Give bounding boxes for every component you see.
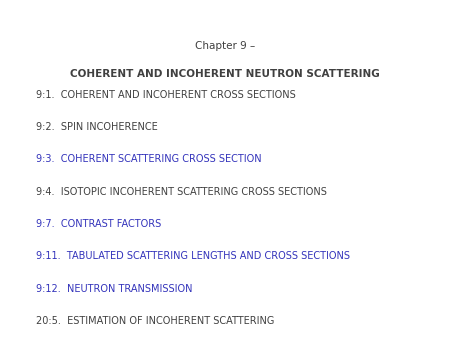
Text: 9:3.  COHERENT SCATTERING CROSS SECTION: 9:3. COHERENT SCATTERING CROSS SECTION [36,154,261,164]
Text: COHERENT AND INCOHERENT NEUTRON SCATTERING: COHERENT AND INCOHERENT NEUTRON SCATTERI… [70,69,380,79]
Text: Chapter 9 –: Chapter 9 – [195,41,255,51]
Text: 9:1.  COHERENT AND INCOHERENT CROSS SECTIONS: 9:1. COHERENT AND INCOHERENT CROSS SECTI… [36,90,296,100]
Text: 20:5.  ESTIMATION OF INCOHERENT SCATTERING: 20:5. ESTIMATION OF INCOHERENT SCATTERIN… [36,316,274,326]
Text: 9:4.  ISOTOPIC INCOHERENT SCATTERING CROSS SECTIONS: 9:4. ISOTOPIC INCOHERENT SCATTERING CROS… [36,187,327,197]
Text: 9:11.  TABULATED SCATTERING LENGTHS AND CROSS SECTIONS: 9:11. TABULATED SCATTERING LENGTHS AND C… [36,251,350,261]
Text: 9:7.  CONTRAST FACTORS: 9:7. CONTRAST FACTORS [36,219,161,229]
Text: 9:12.  NEUTRON TRANSMISSION: 9:12. NEUTRON TRANSMISSION [36,284,193,294]
Text: 9:2.  SPIN INCOHERENCE: 9:2. SPIN INCOHERENCE [36,122,158,132]
